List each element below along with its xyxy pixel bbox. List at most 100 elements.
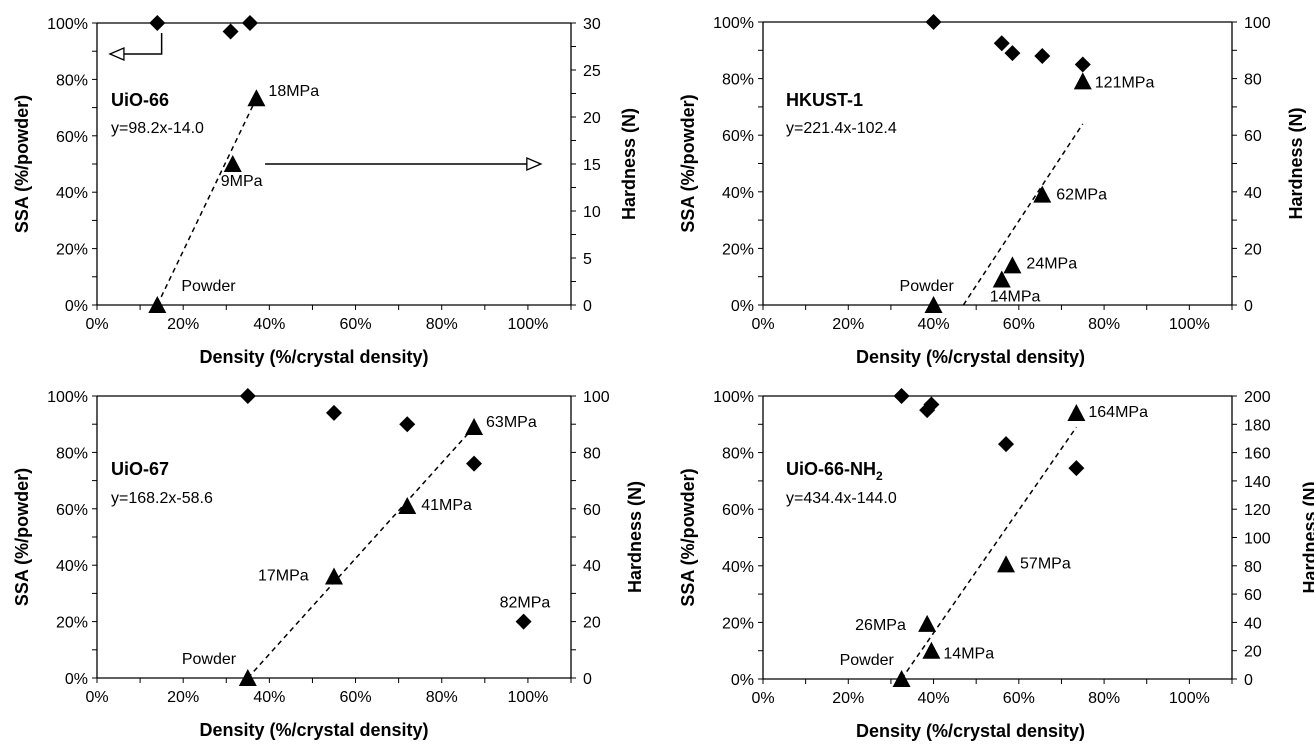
panel4-y-tick-label-left: 100% <box>713 389 754 406</box>
panel1-x-tick-label: 40% <box>253 316 285 333</box>
panel2-y-tick-label-right: 0 <box>1244 298 1253 315</box>
panel2-x-axis-title: Density (%/crystal density) <box>856 347 1085 367</box>
panel3-point-label: 17MPa <box>258 567 309 584</box>
panel4-x-tick-label: 0% <box>751 690 774 707</box>
panel1-y-tick-label-left: 100% <box>47 16 88 33</box>
panel3-point-label: 82MPa <box>500 595 551 612</box>
panel2-y-tick-label-left: 60% <box>722 128 754 145</box>
panel3-diamond-point <box>466 455 483 472</box>
panel2-x-tick-label: 60% <box>1003 316 1035 333</box>
panel1-x-tick-label: 0% <box>85 316 108 333</box>
panel4-y-tick-label-right: 80 <box>1244 559 1262 576</box>
panel4-y-tick-label-right: 100 <box>1244 531 1271 548</box>
panel1-panel-title: UiO-66 <box>111 90 169 110</box>
panel3-x-tick-label: 80% <box>426 689 458 706</box>
panel4-equation: y=434.4x-144.0 <box>786 490 897 507</box>
panel4-trendline <box>900 426 1077 680</box>
panel4-diamond-point <box>1068 460 1085 477</box>
panel1-triangle-point <box>223 155 242 172</box>
panel2-y-tick-label-right: 100 <box>1244 15 1271 32</box>
panel4-y-axis-title-right: Hardness (N) <box>1300 481 1314 593</box>
panel3-x-tick-label: 40% <box>253 689 285 706</box>
panel3-y-tick-label-right: 0 <box>583 671 592 688</box>
panel3-equation: y=168.2x-58.6 <box>111 490 213 507</box>
panel3-y-tick-label-left: 100% <box>47 389 88 406</box>
panel4-y-tick-label-right: 120 <box>1244 502 1271 519</box>
panel1-y-tick-label-left: 20% <box>56 242 88 259</box>
panel2-triangle-point <box>1073 72 1092 90</box>
panel3-x-tick-label: 60% <box>340 689 372 706</box>
panel4-y-tick-label-right: 40 <box>1244 615 1262 632</box>
panel1-y-tick-label-right: 25 <box>583 63 601 80</box>
panel4-triangle-point <box>892 670 911 687</box>
panel3-triangle-point <box>398 496 417 514</box>
panel3-y-tick-label-right: 20 <box>583 615 601 632</box>
panel1-x-axis-title: Density (%/crystal density) <box>199 347 428 367</box>
panel3-triangle-point <box>325 567 343 585</box>
panel1-diamond-point <box>241 15 258 31</box>
panel4-diamond-point <box>998 436 1015 453</box>
panel1-x-tick-label: 20% <box>167 316 199 333</box>
panel2-y-tick-label-right: 80 <box>1244 72 1262 89</box>
panel4-y-tick-label-left: 0% <box>731 672 754 689</box>
panel4-x-tick-label: 40% <box>918 690 950 707</box>
panel2-y-tick-label-right: 40 <box>1244 185 1262 202</box>
panel3-diamond-point <box>515 613 532 630</box>
panel2-x-tick-label: 80% <box>1088 316 1120 333</box>
panel1-point-label: 9MPa <box>221 173 263 190</box>
panel4-y-tick-label-left: 40% <box>722 559 754 576</box>
panel1-triangle-point <box>148 296 167 313</box>
panel1-y-tick-label-right: 10 <box>583 204 601 221</box>
panel1-y-tick-label-left: 40% <box>56 185 88 202</box>
panel4-point-label: Powder <box>840 652 895 669</box>
panel3-y-tick-label-left: 40% <box>56 558 88 575</box>
panel2-y-tick-label-left: 80% <box>722 72 754 89</box>
panel1-equation: y=98.2x-14.0 <box>111 120 204 137</box>
panel3-point-label: 41MPa <box>421 497 472 514</box>
panel3-point-label: Powder <box>182 651 237 668</box>
panel3-y-tick-label-right: 80 <box>583 445 601 462</box>
panel2-y-axis-title-left: SSA (%/powder) <box>678 94 698 232</box>
panel3-y-tick-label-right: 100 <box>583 389 610 406</box>
panel3-diamond-point <box>239 388 256 404</box>
panel3-y-axis-title-right: Hardness (N) <box>625 481 645 593</box>
panel4-y-tick-label-left: 60% <box>722 502 754 519</box>
panel4-x-tick-label: 100% <box>1169 690 1210 707</box>
panel1-y-tick-label-right: 15 <box>583 157 601 174</box>
panel4-point-label: 57MPa <box>1020 555 1071 572</box>
panel3-y-tick-label-right: 40 <box>583 558 601 575</box>
panel3-x-tick-label: 100% <box>507 689 548 706</box>
panel2-point-label: 62MPa <box>1056 187 1107 204</box>
panel4-y-tick-label-right: 180 <box>1244 417 1271 434</box>
panel4-triangle-point <box>997 555 1016 573</box>
panel4-panel-title: UiO-66-NH2 <box>786 459 883 483</box>
panel1-triangle-point <box>247 89 266 107</box>
panel2-triangle-point <box>1003 256 1022 274</box>
panel1-y-tick-label-left: 0% <box>65 298 88 315</box>
panel3-point-label: 63MPa <box>486 414 537 431</box>
panel3-y-tick-label-left: 80% <box>56 445 88 462</box>
panel2-y-tick-label-left: 100% <box>713 15 754 32</box>
panel2-trendline <box>962 123 1084 306</box>
panel4-x-tick-label: 20% <box>832 690 864 707</box>
panel1-arrow-right-head <box>526 157 543 171</box>
panel4-y-tick-label-right: 20 <box>1244 644 1262 661</box>
panel4-triangle-point <box>918 614 937 632</box>
panel4-y-tick-label-right: 60 <box>1244 587 1262 604</box>
panel2-point-label: 24MPa <box>1026 255 1077 272</box>
panel4-diamond-point <box>893 388 910 404</box>
panel4-panel-title-subscript: 2 <box>876 469 883 483</box>
panel2-triangle-point <box>924 296 943 313</box>
panel1-x-tick-label: 100% <box>507 316 548 333</box>
panel4-x-tick-label: 80% <box>1088 690 1120 707</box>
panel4-x-axis-title: Density (%/crystal density) <box>856 721 1085 741</box>
panel2-x-tick-label: 100% <box>1169 316 1210 333</box>
panel1-y-tick-label-right: 20 <box>583 110 601 127</box>
panel4-y-axis-title-left: SSA (%/powder) <box>678 468 698 606</box>
panel1-x-tick-label: 60% <box>340 316 372 333</box>
panel1-diamond-point <box>149 15 166 31</box>
panel1-y-tick-label-left: 80% <box>56 72 88 89</box>
panel2-diamond-point <box>1004 45 1021 62</box>
panel1-y-tick-label-right: 0 <box>583 298 592 315</box>
panel1-y-tick-label-right: 5 <box>583 251 592 268</box>
